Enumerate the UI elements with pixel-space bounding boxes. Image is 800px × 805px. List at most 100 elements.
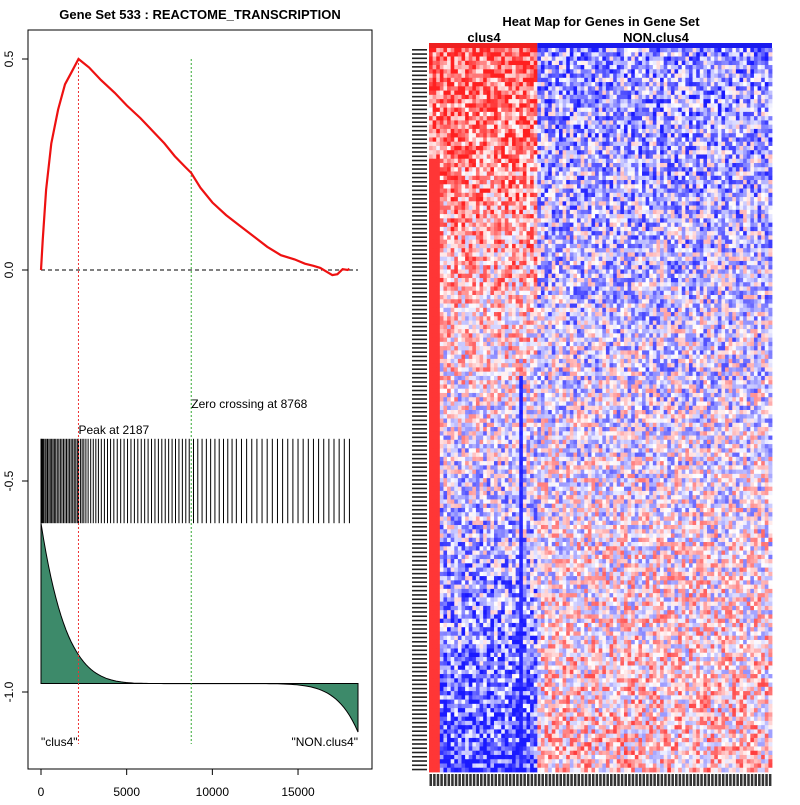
heatmap-cell <box>631 180 635 185</box>
heatmap-cell <box>523 176 527 181</box>
heatmap-cell <box>443 69 447 74</box>
heatmap-cell <box>483 240 487 245</box>
heatmap-cell <box>743 108 747 113</box>
heatmap-cell <box>566 180 570 185</box>
heatmap-cell <box>736 197 740 202</box>
heatmap-cell <box>588 240 592 245</box>
heatmap-cell <box>433 240 437 245</box>
heatmap-cell <box>480 201 484 206</box>
heatmap-cell <box>714 201 718 206</box>
heatmap-cell <box>646 223 650 228</box>
heatmap-row-label-stub <box>412 709 427 711</box>
heatmap-cell <box>747 163 751 168</box>
heatmap-cell <box>461 86 465 91</box>
heatmap-cell <box>693 103 697 108</box>
heatmap-cell <box>465 189 469 194</box>
heatmap-cell <box>649 223 653 228</box>
heatmap-cell <box>602 95 606 100</box>
heatmap-cell <box>707 91 711 96</box>
heatmap-cell <box>461 154 465 159</box>
heatmap-cell <box>667 252 671 257</box>
heatmap-cell <box>505 95 509 100</box>
heatmap-cell <box>685 210 689 215</box>
heatmap-cell <box>530 91 534 96</box>
heatmap-cell <box>487 48 491 53</box>
heatmap-cell <box>465 231 469 236</box>
heatmap-cell <box>570 214 574 219</box>
heatmap-cell <box>512 252 516 257</box>
heatmap-cell <box>440 82 444 87</box>
heatmap-cell <box>512 116 516 121</box>
heatmap-cell <box>454 91 458 96</box>
heatmap-cell <box>526 48 530 53</box>
heatmap-cell <box>476 218 480 223</box>
heatmap-cell <box>577 176 581 181</box>
heatmap-cell <box>573 120 577 125</box>
heatmap-cell <box>617 167 621 172</box>
heatmap-cell <box>754 125 758 130</box>
heatmap-cell <box>595 248 599 253</box>
heatmap-cell <box>711 231 715 236</box>
heatmap-cell <box>703 99 707 104</box>
heatmap-cell <box>577 240 581 245</box>
heatmap-cell <box>487 214 491 219</box>
heatmap-cell <box>689 116 693 121</box>
heatmap-cell <box>534 206 538 211</box>
heatmap-cell <box>703 133 707 138</box>
heatmap-cell <box>758 201 762 206</box>
heatmap-cell <box>563 78 567 83</box>
heatmap-cell <box>646 142 650 147</box>
heatmap-cell <box>602 159 606 164</box>
heatmap-cell <box>555 172 559 177</box>
heatmap-cell <box>465 210 469 215</box>
heatmap-cell <box>461 116 465 121</box>
heatmap-cell <box>584 180 588 185</box>
heatmap-row-label-stub <box>412 317 427 319</box>
heatmap-cell <box>552 74 556 79</box>
heatmap-cell <box>685 154 689 159</box>
heatmap-cell <box>545 129 549 134</box>
heatmap-cell <box>433 223 437 228</box>
heatmap-cell <box>736 176 740 181</box>
heatmap-cell <box>454 108 458 113</box>
heatmap-cell <box>729 176 733 181</box>
heatmap-cell <box>436 57 440 62</box>
heatmap-cell <box>472 172 476 177</box>
heatmap-cell <box>526 240 530 245</box>
heatmap-cell <box>721 116 725 121</box>
heatmap-cell <box>454 244 458 249</box>
heatmap-cell <box>631 48 635 53</box>
heatmap-cell <box>443 91 447 96</box>
heatmap-row-label-stub <box>412 569 427 571</box>
heatmap-cell <box>729 197 733 202</box>
heatmap-cell <box>624 210 628 215</box>
heatmap-cell <box>754 150 758 155</box>
heatmap-cell <box>508 142 512 147</box>
heatmap-cell <box>725 231 729 236</box>
heatmap-cell <box>732 231 736 236</box>
heatmap-row-label-stub <box>412 705 427 707</box>
heatmap-cell <box>624 235 628 240</box>
heatmap-cell <box>610 108 614 113</box>
heatmap-cell <box>433 78 437 83</box>
heatmap-cell <box>693 218 697 223</box>
heatmap-cell <box>696 206 700 211</box>
heatmap-cell <box>501 206 505 211</box>
heatmap-cell <box>729 129 733 134</box>
heatmap-cell <box>537 176 541 181</box>
heatmap-cell <box>447 248 451 253</box>
heatmap-cell <box>750 99 754 104</box>
heatmap-cell <box>476 57 480 62</box>
heatmap-cell <box>693 150 697 155</box>
heatmap-cell <box>581 227 585 232</box>
heatmap-cell <box>631 133 635 138</box>
heatmap-cell <box>620 210 624 215</box>
heatmap-cell <box>433 184 437 189</box>
heatmap-cell <box>624 150 628 155</box>
heatmap-cell <box>573 116 577 121</box>
heatmap-cell <box>675 65 679 70</box>
heatmap-cell <box>610 52 614 57</box>
heatmap-cell <box>555 257 559 262</box>
heatmap-cell <box>631 223 635 228</box>
heatmap-cell <box>465 206 469 211</box>
